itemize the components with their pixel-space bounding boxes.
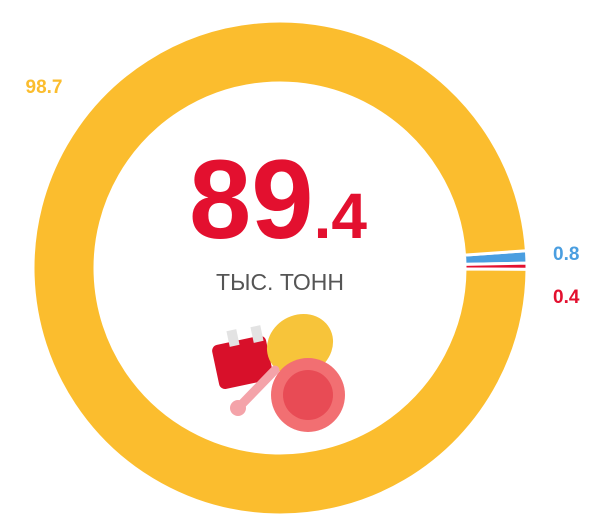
meat-icon <box>212 313 345 432</box>
center-value: 89.4 <box>189 137 367 262</box>
icon-sausage-end <box>250 325 264 343</box>
donut <box>31 19 529 517</box>
center-unit: ТЫС. ТОНН <box>216 269 344 295</box>
value-label: 0.4 <box>553 287 580 308</box>
icon-sausage <box>212 335 274 389</box>
icon-bone <box>238 365 280 408</box>
icon-bone-end <box>230 400 246 416</box>
icon-meat-inner <box>283 370 333 420</box>
value-label: 0.8 <box>553 244 579 265</box>
value-label: 98.7 <box>26 77 63 98</box>
center-fraction: .4 <box>314 180 368 252</box>
icon-sausage-end <box>226 329 240 347</box>
donut-segment <box>31 19 529 517</box>
center-int: 89 <box>189 137 314 262</box>
